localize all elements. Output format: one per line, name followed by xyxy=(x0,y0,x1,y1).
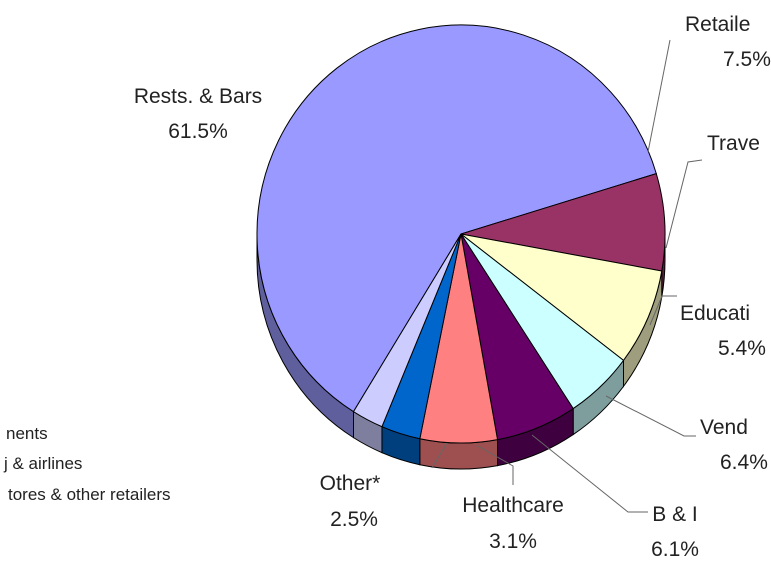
value-healthcare: 3.1% xyxy=(489,530,537,553)
label-healthcare: Healthcare xyxy=(462,494,564,517)
pie-slice-travel xyxy=(460,233,663,362)
leader-line-vending xyxy=(605,395,696,437)
label-education: Educati xyxy=(680,302,750,325)
leader-lines xyxy=(431,39,703,513)
footnote-line-3: tores & other retailers xyxy=(8,485,171,504)
value-other: 2.5% xyxy=(330,508,378,531)
label-travel: Trave xyxy=(707,132,760,155)
label-vending: Vend xyxy=(700,416,748,439)
value-vending: 6.4% xyxy=(720,451,768,474)
leader-line-healthcare xyxy=(477,445,514,485)
label-other: Other* xyxy=(320,472,381,495)
value-rests-bars: 61.5% xyxy=(168,120,228,143)
pie-slice-retailers xyxy=(460,172,666,272)
label-rests-bars: Rests. & Bars xyxy=(134,85,262,108)
label-retailers: Retaile xyxy=(685,13,750,36)
leader-line-other xyxy=(431,442,448,469)
pie-sides xyxy=(256,233,666,470)
value-retailers: 7.5% xyxy=(723,48,771,71)
label-b-and-i: B & I xyxy=(652,503,698,526)
leader-line-education xyxy=(649,295,677,326)
pie-top-faces xyxy=(256,24,666,444)
footnote-line-1: nents xyxy=(6,424,48,443)
leader-line-travel xyxy=(665,159,703,249)
leader-line-b-and-i xyxy=(531,434,648,513)
pie-slice-other xyxy=(352,233,462,428)
value-education: 5.4% xyxy=(718,337,766,360)
value-b-and-i: 6.1% xyxy=(651,538,699,561)
footnote-line-2: j & airlines xyxy=(3,454,82,473)
leader-line-retailers xyxy=(647,39,671,153)
pie-slice-rests-bars xyxy=(256,24,657,413)
